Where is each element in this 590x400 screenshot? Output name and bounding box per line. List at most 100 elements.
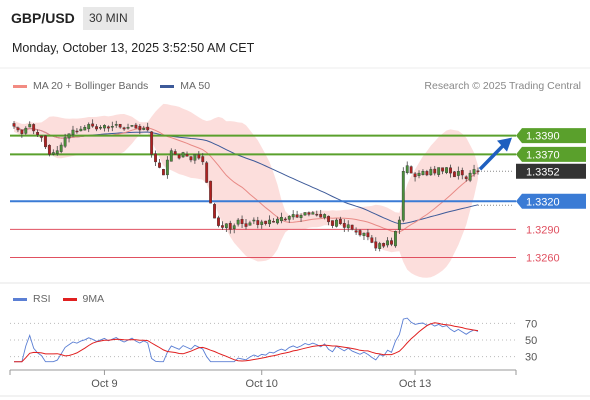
- candle-body: [99, 126, 102, 129]
- candle-body: [36, 132, 40, 135]
- candle-body: [209, 180, 213, 204]
- candle-body: [272, 221, 275, 223]
- timeframe-badge[interactable]: 30 MIN: [83, 7, 134, 30]
- symbol-title: GBP/USD: [11, 10, 75, 26]
- candle-body: [75, 130, 79, 133]
- candle-body: [476, 170, 480, 172]
- candle-body: [401, 171, 405, 221]
- last-price-badge: [516, 163, 586, 179]
- candle-body: [445, 167, 448, 173]
- candle-body: [323, 214, 327, 218]
- candle-body: [114, 124, 118, 126]
- candle-body: [307, 212, 311, 215]
- level-label-1.3370: 1.3370: [526, 149, 560, 161]
- candle-body: [460, 170, 464, 176]
- candle-body: [433, 168, 437, 174]
- candle-body: [224, 223, 228, 228]
- candle-body: [122, 127, 126, 130]
- price-levels: [10, 134, 516, 258]
- legend-label-rsi: RSI: [33, 293, 51, 305]
- candle-body: [315, 213, 319, 216]
- candle-body: [338, 218, 342, 224]
- candle-body: [146, 126, 150, 131]
- candle-body: [79, 128, 83, 132]
- candle-body: [405, 165, 409, 174]
- candlesticks: [12, 119, 480, 252]
- candle-body: [248, 222, 252, 226]
- candle-body: [158, 162, 161, 168]
- candle-body: [138, 126, 142, 131]
- candle-body: [177, 154, 181, 159]
- candle-body: [12, 123, 16, 127]
- level-label-1.3290: 1.3290: [526, 224, 560, 236]
- candle-body: [28, 124, 32, 128]
- legend-item-ma20: MA 20 + Bollinger Bands: [13, 80, 148, 92]
- candle-body: [256, 220, 260, 225]
- candle-body: [327, 215, 330, 223]
- candle-body: [437, 167, 441, 175]
- chart-header: GBP/USD 30 MIN: [0, 0, 590, 36]
- candle-body: [150, 131, 154, 155]
- candle-body: [236, 219, 240, 225]
- candle-body: [260, 221, 264, 225]
- candle-body: [181, 152, 185, 158]
- candle-body: [472, 169, 476, 175]
- candle-body: [91, 123, 95, 127]
- price-legend: MA 20 + Bollinger Bands MA 50: [13, 80, 222, 92]
- candle-body: [232, 225, 236, 229]
- forecast-arrow-shaft: [478, 143, 506, 171]
- candle-body: [103, 125, 106, 129]
- candle-body: [264, 220, 268, 224]
- candle-body: [354, 230, 358, 233]
- candle-body: [59, 144, 63, 152]
- legend-item-rsi: RSI: [13, 293, 51, 305]
- candle-body: [425, 171, 429, 176]
- candle-body: [71, 129, 75, 135]
- candle-body: [370, 237, 374, 243]
- candle-body: [287, 216, 291, 220]
- candle-body: [142, 127, 146, 130]
- forecast-arrowhead: [497, 137, 512, 152]
- time-tick-label: Oct 10: [246, 378, 278, 390]
- legend-swatch-ma50: [160, 84, 175, 88]
- candle-body: [374, 241, 378, 249]
- candle-body: [110, 126, 114, 128]
- time-tick-label: Oct 9: [91, 378, 117, 390]
- candle-body: [358, 230, 362, 236]
- candle-body: [51, 152, 55, 155]
- candle-body: [441, 167, 445, 172]
- legend-label-ma50: MA 50: [180, 80, 211, 92]
- candle-body: [24, 127, 28, 134]
- candle-body: [394, 231, 397, 247]
- candle-body: [201, 156, 205, 163]
- candle-body: [169, 150, 173, 162]
- candle-body: [464, 176, 468, 179]
- rsi-legend: RSI 9MA: [13, 293, 116, 305]
- candle-body: [32, 124, 36, 132]
- candle-body: [162, 169, 165, 176]
- candle-body: [279, 216, 283, 222]
- candle-body: [390, 240, 393, 245]
- candle-body: [165, 159, 169, 176]
- candle-body: [303, 212, 307, 216]
- candle-body: [20, 129, 24, 134]
- candle-body: [63, 137, 67, 147]
- candle-body: [213, 204, 216, 219]
- level-label-1.3260: 1.3260: [526, 253, 560, 265]
- candle-body: [87, 124, 91, 130]
- rsi-line: [14, 317, 479, 363]
- candle-body: [55, 150, 59, 154]
- time-axis: Oct 9 Oct 10 Oct 13: [0, 369, 590, 397]
- candle-body: [366, 232, 370, 238]
- legend-label-ma20: MA 20 + Bollinger Bands: [33, 80, 149, 92]
- candle-body: [456, 171, 460, 176]
- candle-body: [335, 219, 338, 227]
- candle-body: [118, 123, 122, 128]
- candle-body: [452, 171, 456, 178]
- candle-body: [421, 171, 425, 176]
- candle-body: [16, 127, 20, 131]
- legend-item-ma50: MA 50: [160, 80, 210, 92]
- copyright-text: Research © 2025 Trading Central: [424, 80, 581, 92]
- rsi-9ma-line: [14, 322, 479, 363]
